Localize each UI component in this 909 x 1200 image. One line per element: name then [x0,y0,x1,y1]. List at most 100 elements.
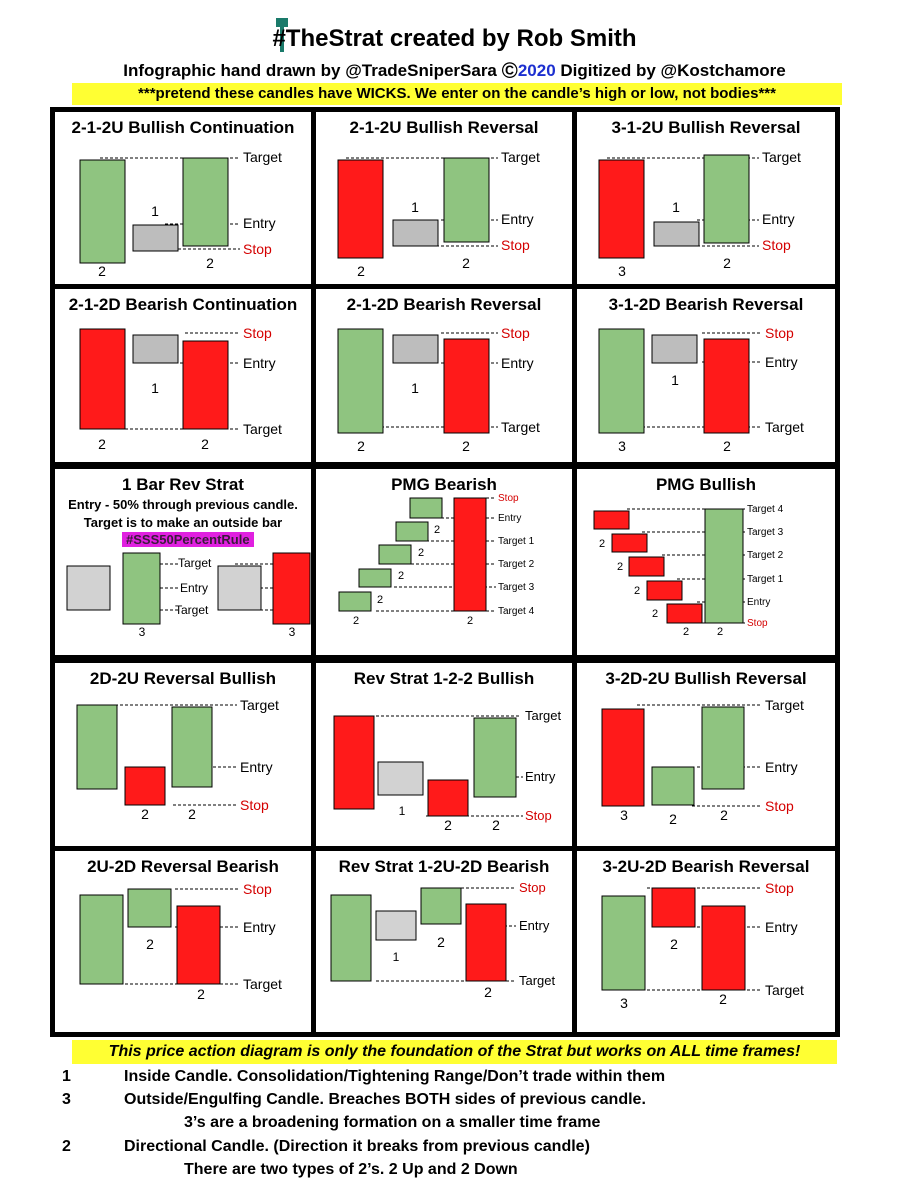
panel-3-1-2d-bearish-reversal: 3-1-2D Bearish Reversal 3 1 2 Stop Entry… [577,289,835,462]
entry-label: Entry [501,355,534,371]
entry-label: Entry [747,597,770,608]
wicks-note: ***pretend these candles have WICKS. We … [72,83,842,105]
stop-label: Stop [762,237,791,253]
candle-label: 2 [669,811,677,827]
target-label: Target [243,421,282,437]
target1-label: Target 1 [747,574,784,585]
candle-label: 2 [683,626,689,638]
target-label: Target [519,973,556,988]
panel-2-1-2u-bullish-continuation: 2-1-2U Bullish Continuation 2 1 2 Target… [55,112,311,284]
stop-label: Stop [243,241,272,257]
panel-2d-2u-reversal-bullish: 2D-2U Reversal Bullish 2 2 Target Entry … [55,663,311,846]
candle-label: 2 [206,255,214,271]
entry-label: Entry [180,581,208,595]
target4-label: Target 4 [747,504,784,515]
target-label: Target [243,149,282,165]
candle-label: 2 [353,615,359,627]
candle [76,704,118,790]
target2-label: Target 2 [747,550,784,561]
panel-rev-strat-1-2-2-bullish: Rev Strat 1-2-2 Bullish 1 2 2 Target Ent… [316,663,572,846]
candle-label: 2 [141,806,149,822]
legend-row: 2 Directional Candle. (Direction it brea… [0,1138,909,1160]
panel-3-2d-2u-bullish-reversal: 3-2D-2U Bullish Reversal 3 2 2 Target En… [577,663,835,846]
candle [598,159,645,259]
candle [132,224,179,252]
pattern-grid: 2-1-2U Bullish Continuation 2 1 2 Target… [50,107,840,1037]
candle-label: 2 [98,436,106,452]
candle [409,497,443,519]
candle-label: 1 [672,199,680,215]
candle-label: 2 [434,524,440,536]
legend-text: There are two types of 2’s. 2 Up and 2 D… [184,1161,518,1178]
panel-2-1-2d-bearish-reversal: 2-1-2D Bearish Reversal 2 1 2 Stop Entry… [316,289,572,462]
legend-row: There are two types of 2’s. 2 Up and 2 D… [0,1161,909,1183]
candle [182,340,229,430]
target2-label: Target 2 [498,559,535,570]
panel-3-1-2u-bullish-reversal: 3-1-2U Bullish Reversal 3 1 2 Target Ent… [577,112,835,284]
candle-label: 2 [418,547,424,559]
panel-subtitle: Target is to make an outside bar [83,515,283,530]
entry-label: Entry [501,211,534,227]
candle-label: 2 [437,934,445,950]
legend-text: Outside/Engulfing Candle. Breaches BOTH … [124,1091,646,1108]
candle-label: 2 [717,626,723,638]
target-label: Target [501,419,540,435]
candle-label: 1 [151,380,159,396]
stop-label: Stop [765,325,794,341]
candle-label: 2 [617,561,623,573]
candle-label: 2 [599,538,605,550]
candle [593,510,630,530]
candle-label: 2 [444,817,452,833]
entry-label: Entry [765,354,798,370]
legend-text: Directional Candle. (Direction it breaks… [124,1138,590,1155]
candle [646,580,683,601]
panel-3-2u-2d-bearish-reversal: 3-2U-2D Bearish Reversal 3 2 2 Stop Entr… [577,851,835,1032]
candle [651,766,695,806]
candle-label: 2 [652,608,658,620]
candle-label: 2 [467,615,473,627]
legend-row: 3 Outside/Engulfing Candle. Breaches BOT… [0,1091,909,1113]
candle-label: 2 [377,594,383,606]
stop-label: Stop [525,808,552,823]
entry-label: Entry [498,513,521,524]
stop-label: Stop [240,797,269,813]
candle [338,591,372,612]
candle [611,533,648,553]
panel-title: 3-2D-2U Bullish Reversal [605,669,807,688]
candle [176,905,221,985]
candle-label: 2 [357,263,365,279]
candle [666,603,703,624]
panel-2-1-2u-bullish-reversal: 2-1-2U Bullish Reversal 2 1 2 Target Ent… [316,112,572,284]
candle [377,761,424,796]
candle-label: 2 [484,984,492,1000]
copyright-icon: © [501,58,518,83]
panel-title: 2D-2U Reversal Bullish [89,669,277,688]
panel-pmg-bullish: PMG Bullish 2 2 2 2 2 2 Target 4 Target … [577,469,835,655]
candle [443,338,490,434]
panel-title: 1 Bar Rev Strat [122,475,244,494]
stop-label: Stop [501,237,530,253]
candle-label: 2 [462,438,470,454]
candle-label: 2 [634,585,640,597]
panel-title: PMG Bullish [655,475,757,494]
stop-label: Stop [243,881,272,897]
candle [473,717,517,798]
panel-pmg-bearish: PMG Bearish 2 2 2 2 2 2 Stop Entry Targe… [316,469,572,655]
candle-label: 1 [399,804,406,818]
candle [79,159,126,264]
footer-note: This price action diagram is only the fo… [72,1040,837,1064]
candle [358,568,392,588]
legend-number: 3 [62,1091,71,1108]
target-label: Target [525,708,562,723]
candle [601,895,646,991]
candle [124,766,166,806]
stick-icon [276,18,288,52]
panel-subtitle: Entry - 50% through previous candle. [68,497,298,512]
candle [392,334,439,364]
panel-title: Rev Strat 1-2U-2D Bearish [338,857,550,876]
panel-title: 2-1-2U Bullish Continuation [71,118,295,137]
target-label: Target [765,982,804,998]
candle [330,894,372,982]
candle-label: 2 [462,255,470,271]
candle [127,888,172,928]
